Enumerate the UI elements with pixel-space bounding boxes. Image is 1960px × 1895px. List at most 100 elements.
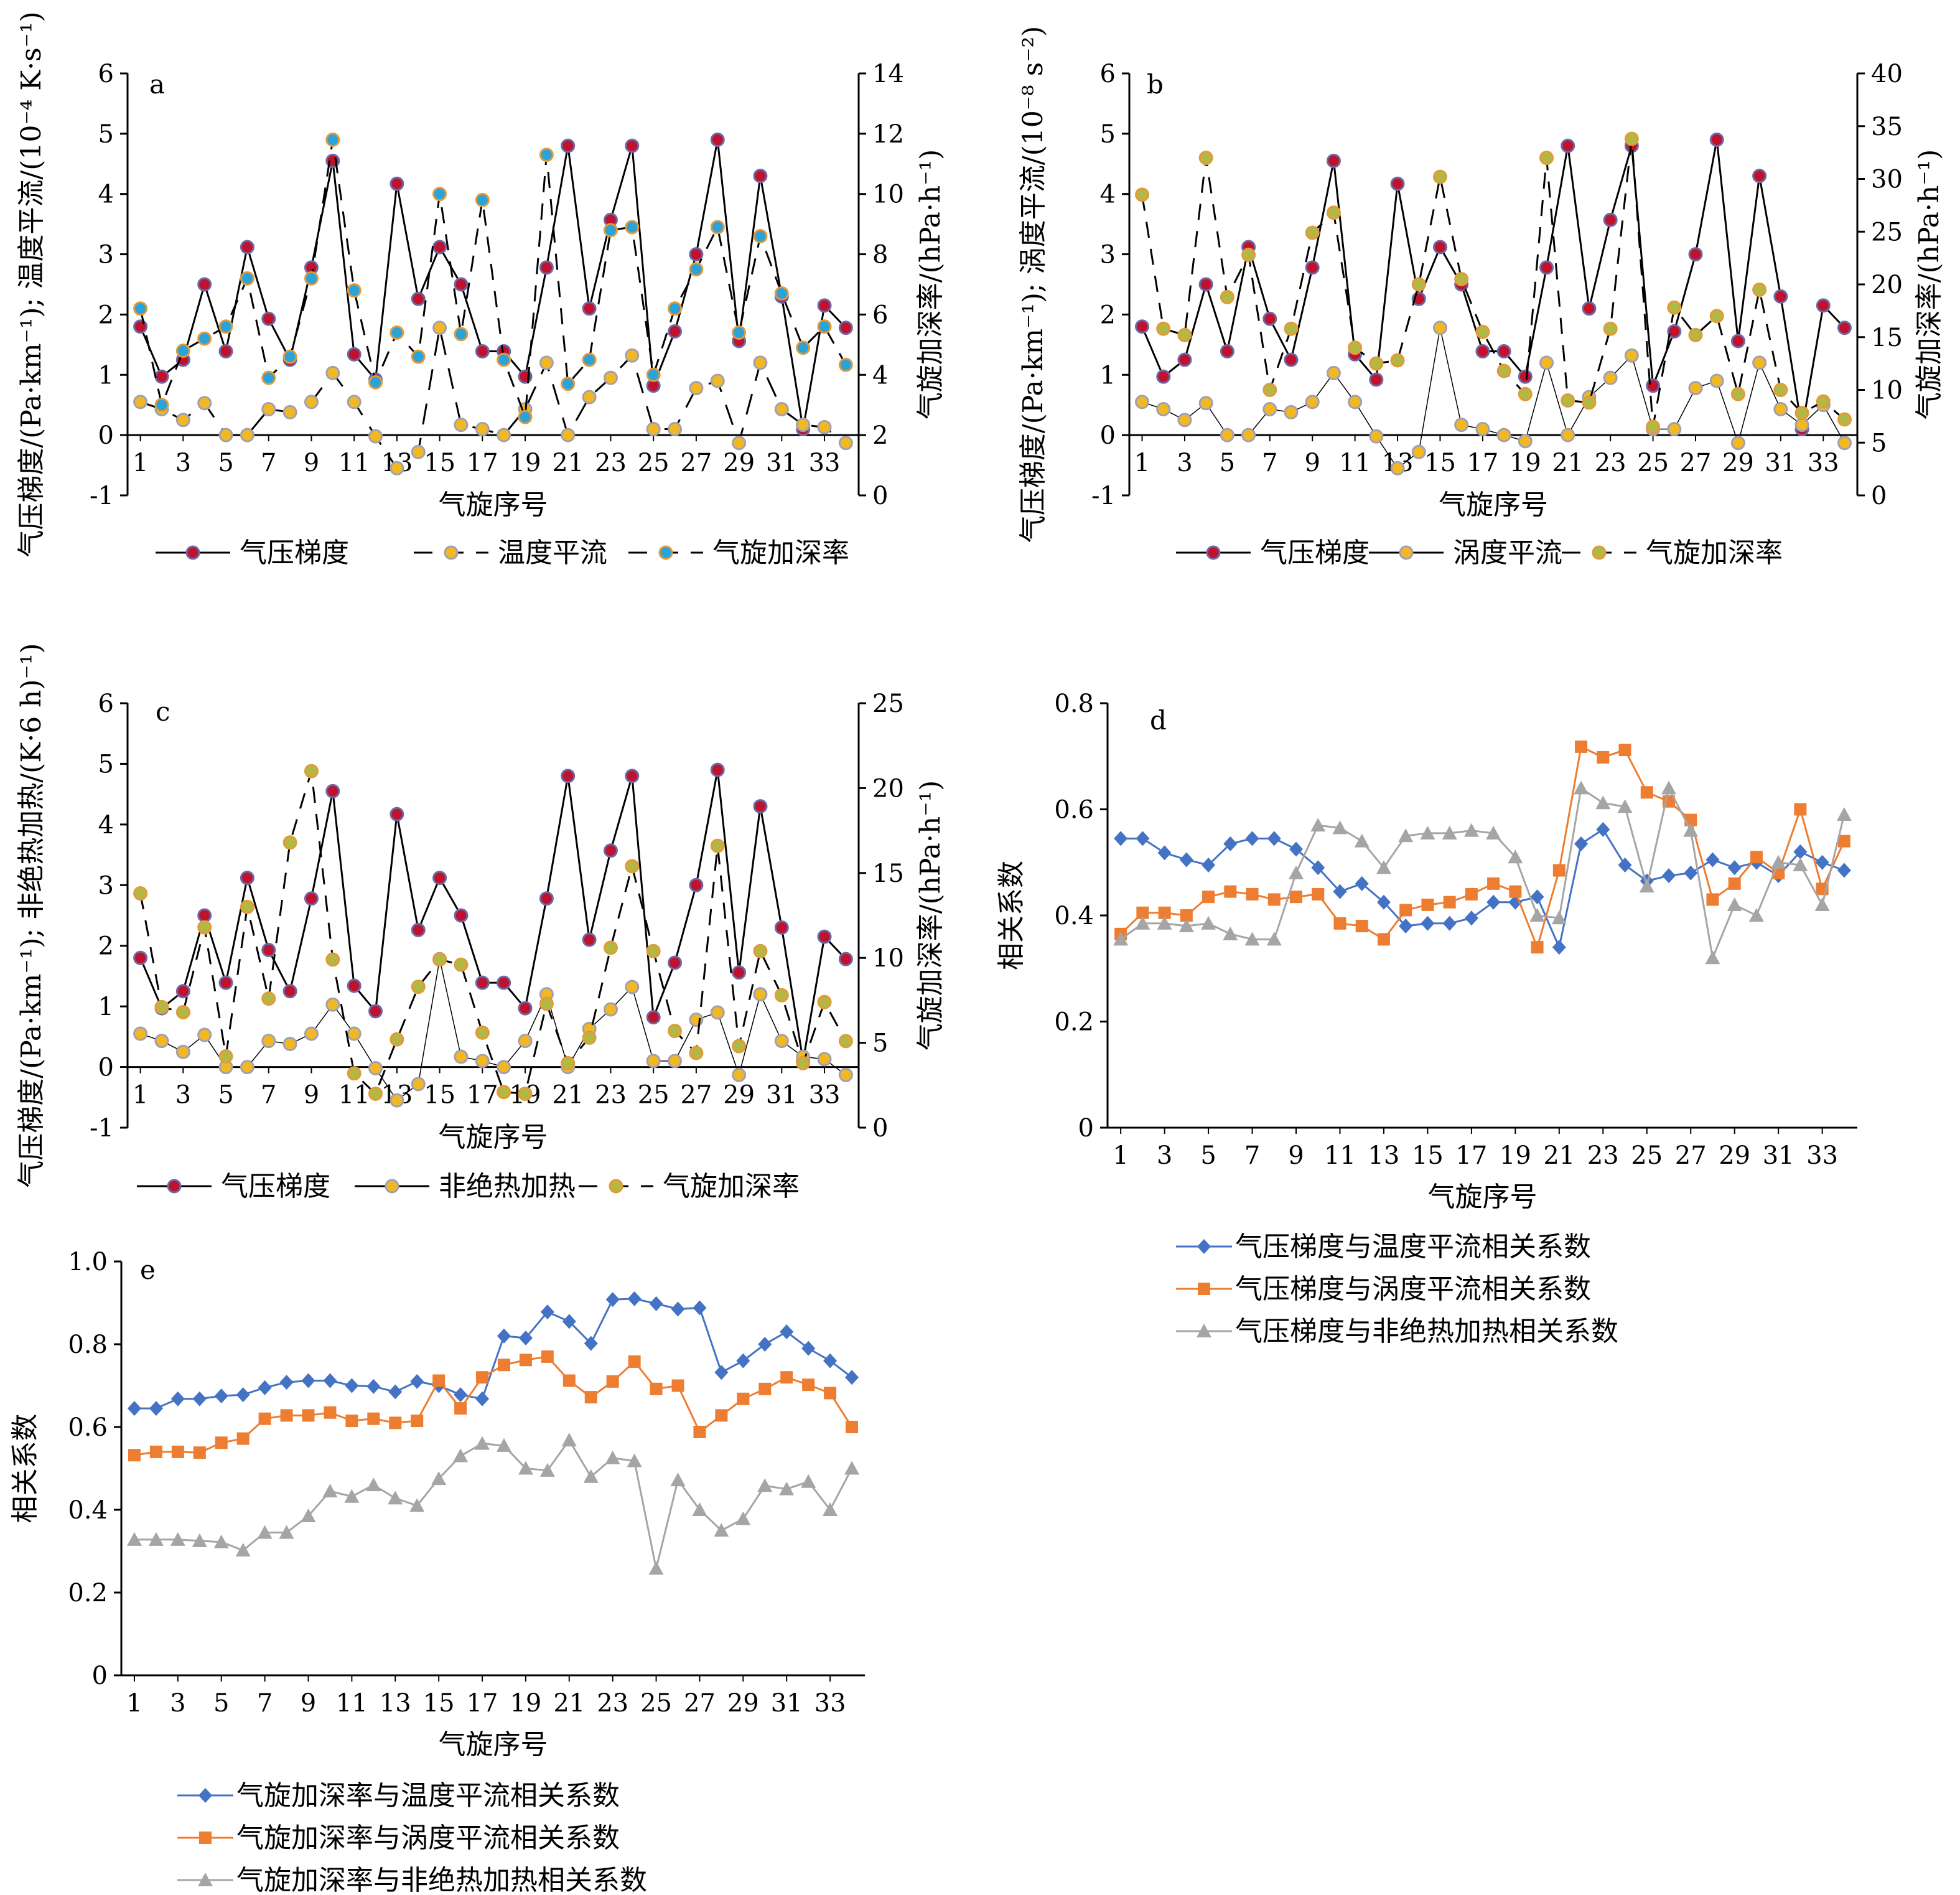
series-3-point	[475, 1025, 490, 1040]
series-1-point	[1561, 138, 1575, 153]
series-1-point	[240, 240, 254, 255]
x-tick-label: 21	[1552, 449, 1584, 477]
series-2-point	[175, 1044, 190, 1059]
series-1-point	[323, 1373, 337, 1388]
series-1-point	[390, 176, 404, 191]
series-1-point	[1157, 845, 1172, 861]
y-tick-label: 1	[1100, 361, 1116, 390]
x-tick-label: 25	[640, 1689, 672, 1718]
series-line-1	[134, 1298, 852, 1410]
series-2-point	[671, 1379, 684, 1392]
series-2-point	[817, 420, 832, 435]
series-2-point	[562, 1374, 576, 1387]
y-right-tick-label: 12	[872, 120, 904, 149]
x-tick-label: 27	[1680, 449, 1712, 477]
series-2-point	[628, 1355, 641, 1368]
series-2-point	[347, 1026, 362, 1041]
series-2-point	[240, 428, 254, 442]
series-3-point	[1688, 327, 1703, 342]
series-3-point	[197, 331, 212, 346]
series-1-point	[1136, 831, 1150, 846]
series-2-point	[236, 1432, 250, 1445]
x-tick-label: 33	[809, 449, 841, 477]
y-tick-label: 6	[1100, 60, 1116, 88]
series-2-point	[774, 401, 789, 416]
series-2-point	[454, 1402, 467, 1415]
series-2-point	[1136, 906, 1149, 919]
series-1-point	[1223, 836, 1238, 851]
series-1-point	[627, 1291, 642, 1306]
series-2-point	[668, 421, 683, 436]
series-3-point	[1814, 897, 1830, 911]
series-2-point	[454, 418, 469, 433]
series-1-point	[240, 871, 254, 886]
y-tick-label: 0.2	[1054, 1008, 1094, 1037]
series-3-point	[753, 943, 768, 958]
series-1-point	[432, 871, 447, 886]
series-1-point	[1355, 876, 1369, 891]
series-2-point	[796, 418, 811, 433]
series-1-point	[1815, 854, 1829, 870]
x-tick-label: 21	[553, 1689, 585, 1718]
y-tick-label: 6	[98, 60, 114, 88]
legend-label: 气压梯度与温度平流相关系数	[1235, 1231, 1591, 1263]
series-3-point	[1836, 807, 1852, 821]
y-right-tick-label: 10	[872, 944, 904, 973]
series-3-point	[670, 1472, 686, 1487]
legend-swatch-marker	[1206, 545, 1221, 560]
series-3-point	[1617, 799, 1633, 813]
series-1-point	[1289, 841, 1304, 857]
series-2-point	[1728, 877, 1741, 890]
legend-label: 涡度平流	[1453, 537, 1562, 569]
series-2-point	[1355, 920, 1368, 933]
series-2-point	[1730, 436, 1745, 451]
series-3-point	[1529, 908, 1545, 922]
series-3-point	[1667, 300, 1682, 315]
legend-swatch-marker	[1198, 1283, 1210, 1295]
series-2-point	[411, 1077, 426, 1092]
series-3-point	[582, 352, 597, 367]
series-2-point	[539, 355, 554, 370]
series-1-point	[693, 1300, 707, 1316]
panel-label: b	[1147, 69, 1164, 100]
series-2-point	[753, 355, 768, 370]
series-1-point	[1646, 378, 1661, 393]
series-2-point	[1312, 887, 1325, 901]
x-tick-label: 33	[1808, 449, 1839, 477]
series-1-point	[518, 1331, 533, 1346]
series-3-point	[154, 999, 169, 1014]
series-3-point	[240, 899, 254, 914]
y-right-tick-label: 0	[872, 482, 888, 510]
series-2-point	[1706, 893, 1719, 906]
series-2-point	[838, 1067, 853, 1082]
series-2-point	[625, 348, 640, 363]
series-3-point	[1454, 272, 1469, 287]
x-tick-label: 33	[814, 1689, 846, 1718]
y-tick-label: 0	[98, 421, 114, 450]
series-2-point	[519, 1354, 532, 1367]
series-1-point	[301, 1373, 315, 1388]
series-3-point	[539, 996, 554, 1011]
series-1-point	[539, 891, 554, 906]
series-line-1	[139, 769, 847, 1062]
series-3-point	[753, 229, 768, 244]
series-2-point	[1305, 395, 1320, 409]
series-1-point	[1618, 858, 1632, 873]
x-tick-label: 23	[595, 449, 627, 477]
series-1-point	[1333, 884, 1347, 899]
series-3-point	[496, 1438, 511, 1452]
series-3-point	[1135, 187, 1150, 202]
y-tick-label: -1	[1091, 482, 1116, 510]
series-3-point	[646, 943, 661, 958]
x-tick-label: 7	[1244, 1141, 1260, 1170]
x-tick-label: 9	[1288, 1141, 1304, 1170]
series-3-point	[347, 283, 362, 298]
series-3-point	[838, 357, 853, 372]
series-3-point	[1266, 932, 1282, 946]
series-1-point	[218, 975, 233, 990]
series-3-point	[170, 1532, 185, 1546]
series-1-point	[1305, 260, 1320, 275]
series-3-point	[1284, 321, 1299, 336]
series-1-point	[1486, 894, 1501, 910]
series-line-1	[139, 139, 847, 429]
